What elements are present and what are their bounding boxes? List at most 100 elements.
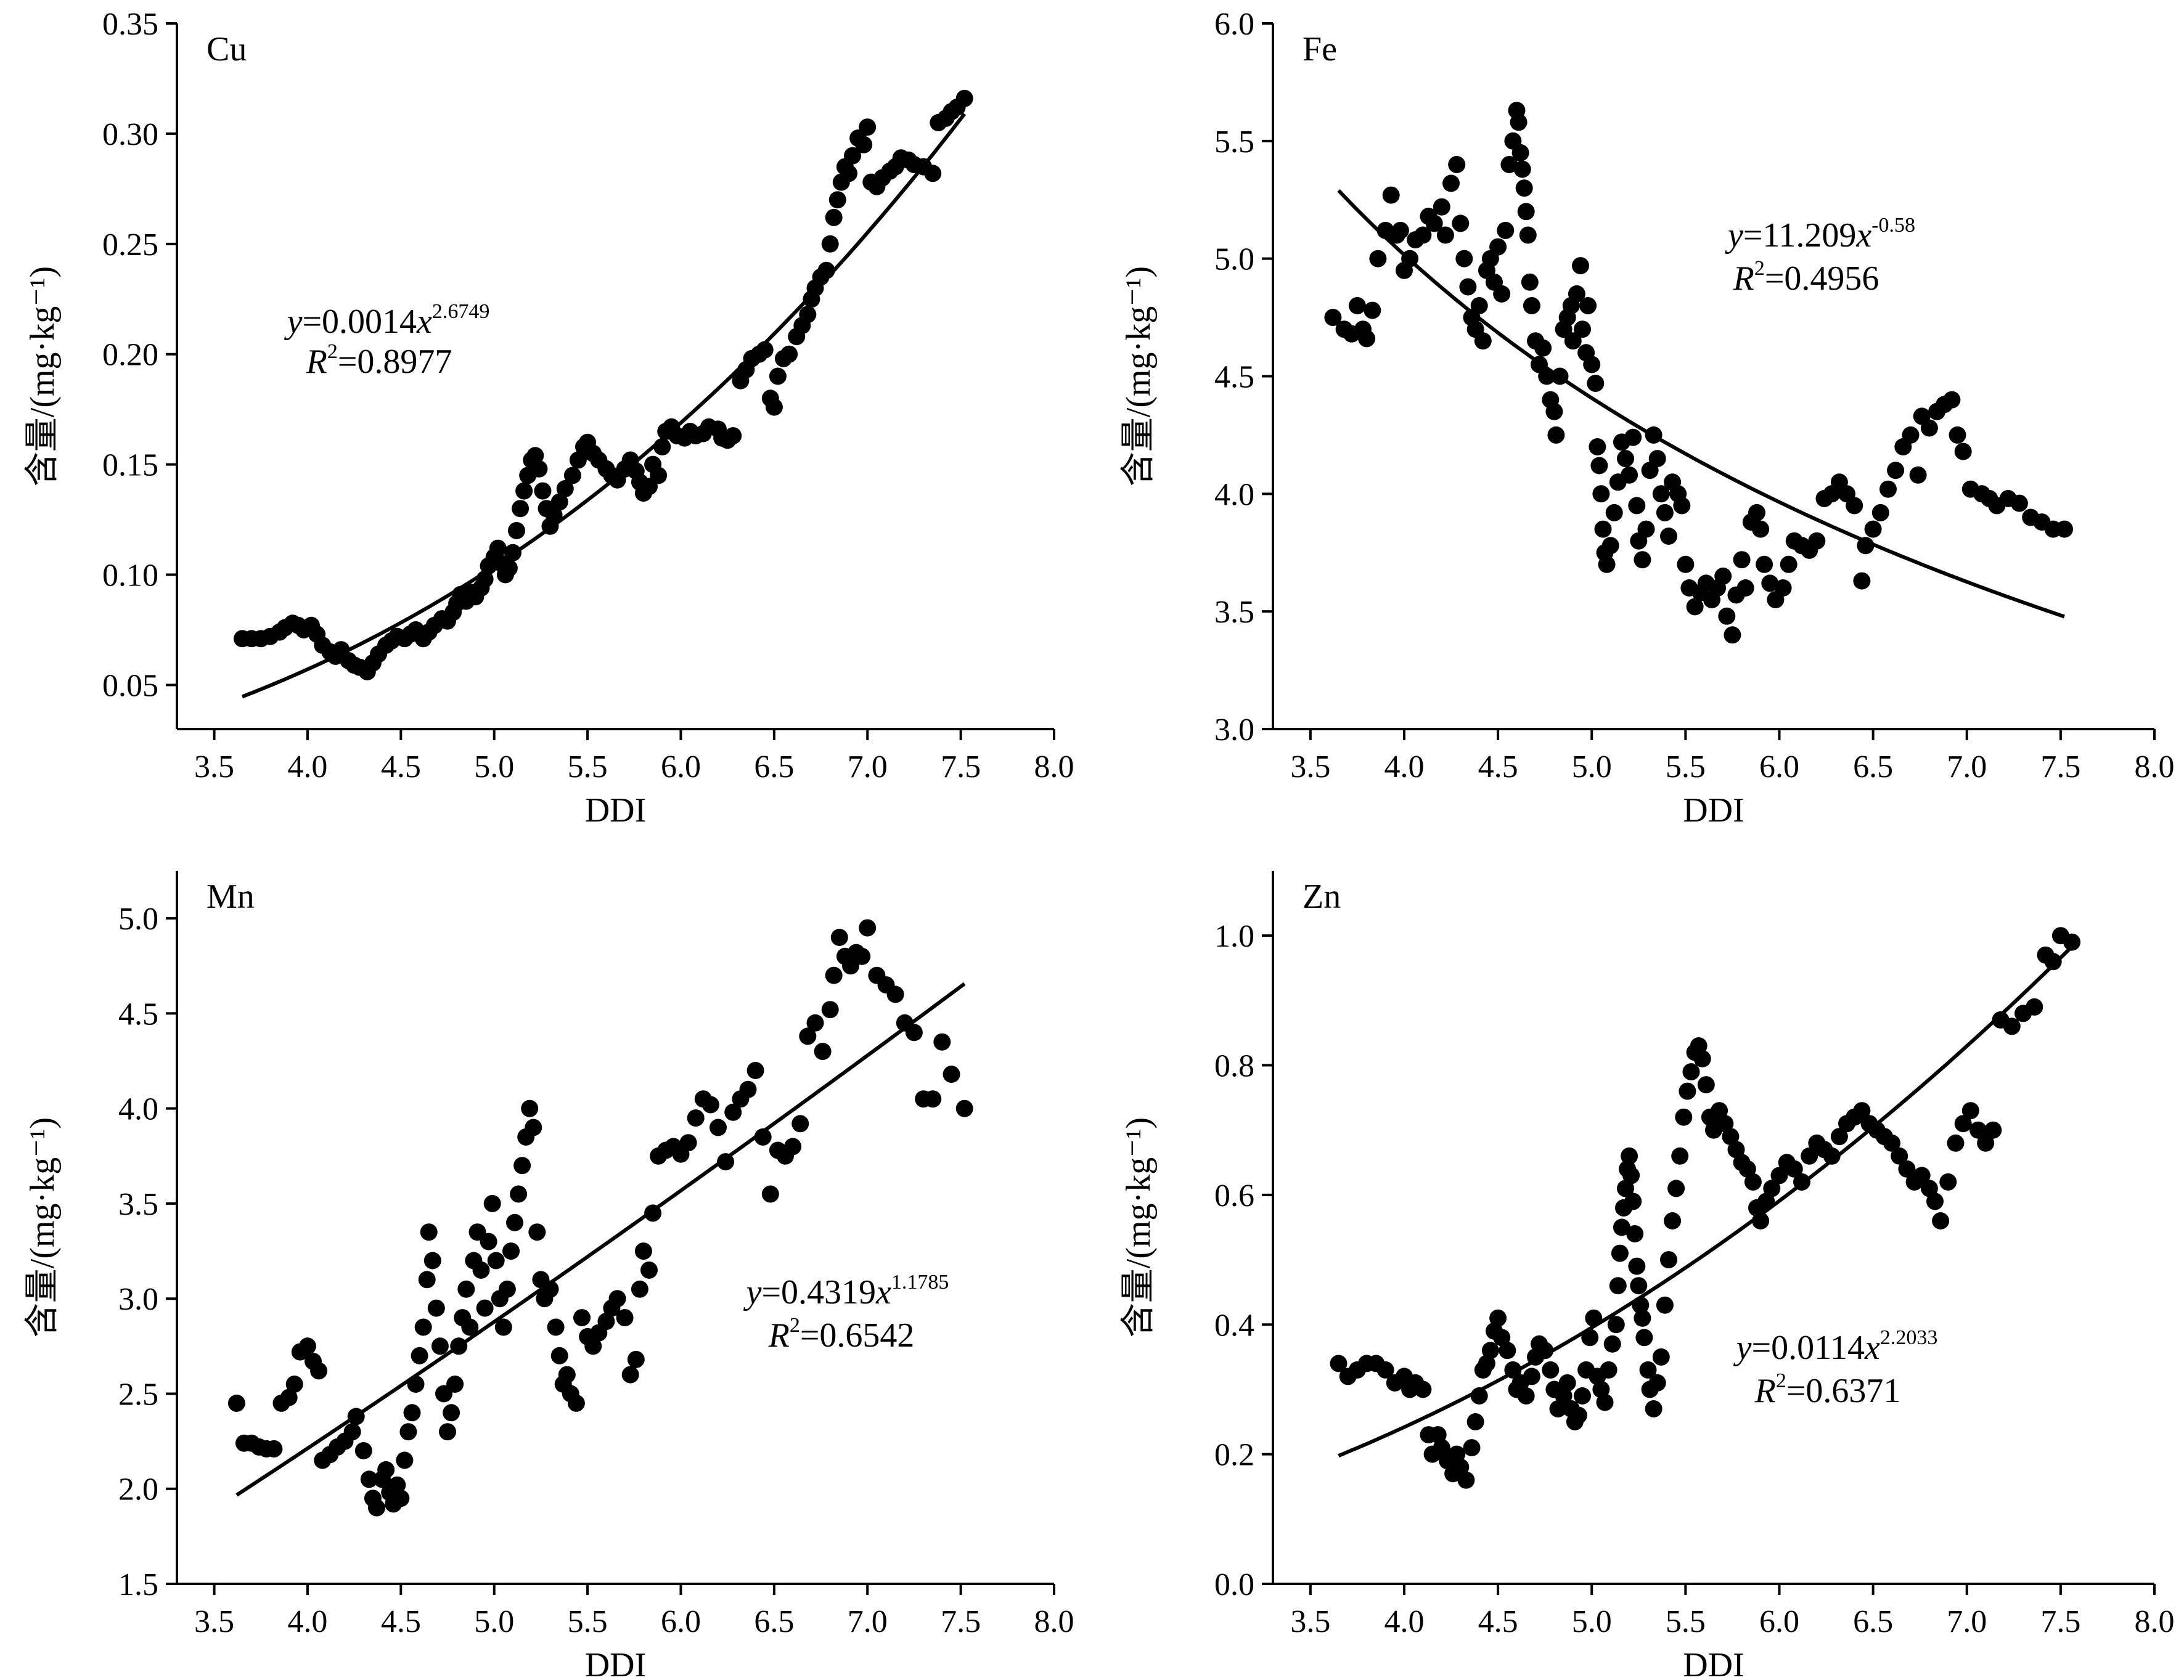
data-point <box>784 1138 802 1156</box>
y-tick-label: 0.10 <box>102 558 158 593</box>
data-point <box>414 1318 432 1336</box>
data-point <box>1448 156 1466 173</box>
data-point <box>1391 221 1409 239</box>
data-point <box>2010 494 2028 512</box>
data-point <box>853 947 871 965</box>
y-tick-label: 3.0 <box>118 1282 158 1317</box>
data-point <box>1660 1251 1677 1269</box>
data-point <box>1954 442 1972 460</box>
data-point <box>1714 567 1732 585</box>
x-tick-label: 6.5 <box>754 1604 794 1639</box>
data-point <box>1920 1180 1938 1197</box>
data-point <box>640 1261 658 1279</box>
data-point <box>1626 1225 1644 1242</box>
data-point <box>550 1347 568 1364</box>
chart-panel-fe: 3.5 4.0 4.5 5.0 5.5 6.0 6.5 7.0 7.5 8.0 3.0 3.5 4.0 4… <box>1119 7 2175 830</box>
data-point <box>1324 309 1342 327</box>
y-axis-title: 含量/(mg·kg⁻¹) <box>23 266 62 486</box>
data-point <box>569 451 587 469</box>
data-point <box>1883 1134 1900 1152</box>
data-point <box>1939 1173 1957 1191</box>
fit-equation: y=11.209x-0.58 <box>1725 214 1915 255</box>
y-tick-label: 5.0 <box>1214 242 1254 277</box>
data-point <box>1671 1147 1689 1165</box>
y-tick-label: 1.5 <box>118 1567 158 1602</box>
data-point <box>508 522 525 539</box>
data-point <box>1500 156 1518 173</box>
data-point <box>420 1223 438 1241</box>
data-point <box>842 957 859 975</box>
data-point <box>1690 1037 1708 1054</box>
y-tick-label: 4.0 <box>1214 477 1254 512</box>
data-point <box>558 1366 576 1384</box>
data-point <box>1871 504 1889 521</box>
data-point <box>2044 953 2062 971</box>
data-point <box>506 1213 523 1231</box>
x-tick-label: 8.0 <box>1034 1604 1074 1639</box>
fit-curve <box>1337 189 2065 619</box>
data-point <box>799 1027 817 1045</box>
data-point <box>1607 1316 1625 1334</box>
y-tick-label: 0.0 <box>1214 1567 1254 1602</box>
data-point <box>1364 301 1381 319</box>
data-point <box>1414 226 1432 244</box>
data-point <box>1679 1082 1696 1100</box>
data-point <box>498 1280 516 1298</box>
y-axis-title: 含量/(mg·kg⁻¹) <box>23 1117 62 1337</box>
data-point <box>943 1066 960 1083</box>
data-point <box>1682 1063 1700 1081</box>
data-point <box>1594 520 1612 538</box>
data-point <box>1598 555 1616 573</box>
y-tick-label: 2.5 <box>118 1377 158 1412</box>
data-point <box>814 1043 832 1061</box>
data-point <box>1497 221 1515 239</box>
data-point <box>489 539 507 557</box>
data-point <box>1596 1393 1614 1411</box>
data-point <box>354 1442 372 1459</box>
data-point <box>343 1423 361 1441</box>
data-point <box>1555 1387 1573 1405</box>
x-tick-label: 7.5 <box>941 749 981 785</box>
data-point <box>1909 466 1927 484</box>
data-point <box>1545 402 1563 420</box>
data-point <box>423 1252 441 1270</box>
data-point <box>1660 528 1677 545</box>
data-point <box>512 500 530 518</box>
data-point <box>1452 214 1470 232</box>
data-point <box>310 1362 328 1380</box>
data-point <box>844 147 861 165</box>
data-point <box>1656 1296 1674 1314</box>
x-tick-label: 3.5 <box>194 749 234 785</box>
fit-exponent: 2.2033 <box>1880 1326 1938 1349</box>
data-point <box>1639 1361 1657 1379</box>
data-point <box>285 1376 303 1393</box>
data-point <box>1932 1212 1950 1229</box>
data-point <box>1600 1361 1618 1379</box>
data-point <box>724 1103 742 1121</box>
data-point <box>1622 1167 1640 1185</box>
data-point <box>1452 1458 1470 1476</box>
data-point <box>1898 1160 1916 1178</box>
data-point <box>1574 1387 1591 1405</box>
y-tick-label: 5.0 <box>118 902 158 937</box>
data-point <box>1611 1244 1629 1262</box>
data-point <box>1457 1471 1475 1489</box>
data-point <box>525 1119 542 1136</box>
data-point <box>547 1318 565 1336</box>
data-point <box>1879 480 1897 498</box>
x-tick-label: 7.0 <box>1947 1604 1987 1639</box>
data-point <box>701 1096 719 1114</box>
data-point <box>1617 450 1634 468</box>
data-point <box>933 1033 951 1051</box>
data-point <box>1785 1160 1803 1178</box>
data-point <box>608 1290 626 1308</box>
data-point <box>1621 1147 1638 1165</box>
data-point <box>1891 1147 1908 1165</box>
data-point <box>627 1350 645 1368</box>
data-point <box>1590 457 1608 475</box>
x-tick-label: 3.5 <box>194 1604 234 1639</box>
fit-equation: y=0.0014x2.6749 <box>284 300 490 341</box>
data-point <box>1429 1426 1447 1444</box>
data-point <box>769 367 787 385</box>
data-point <box>634 1242 652 1260</box>
